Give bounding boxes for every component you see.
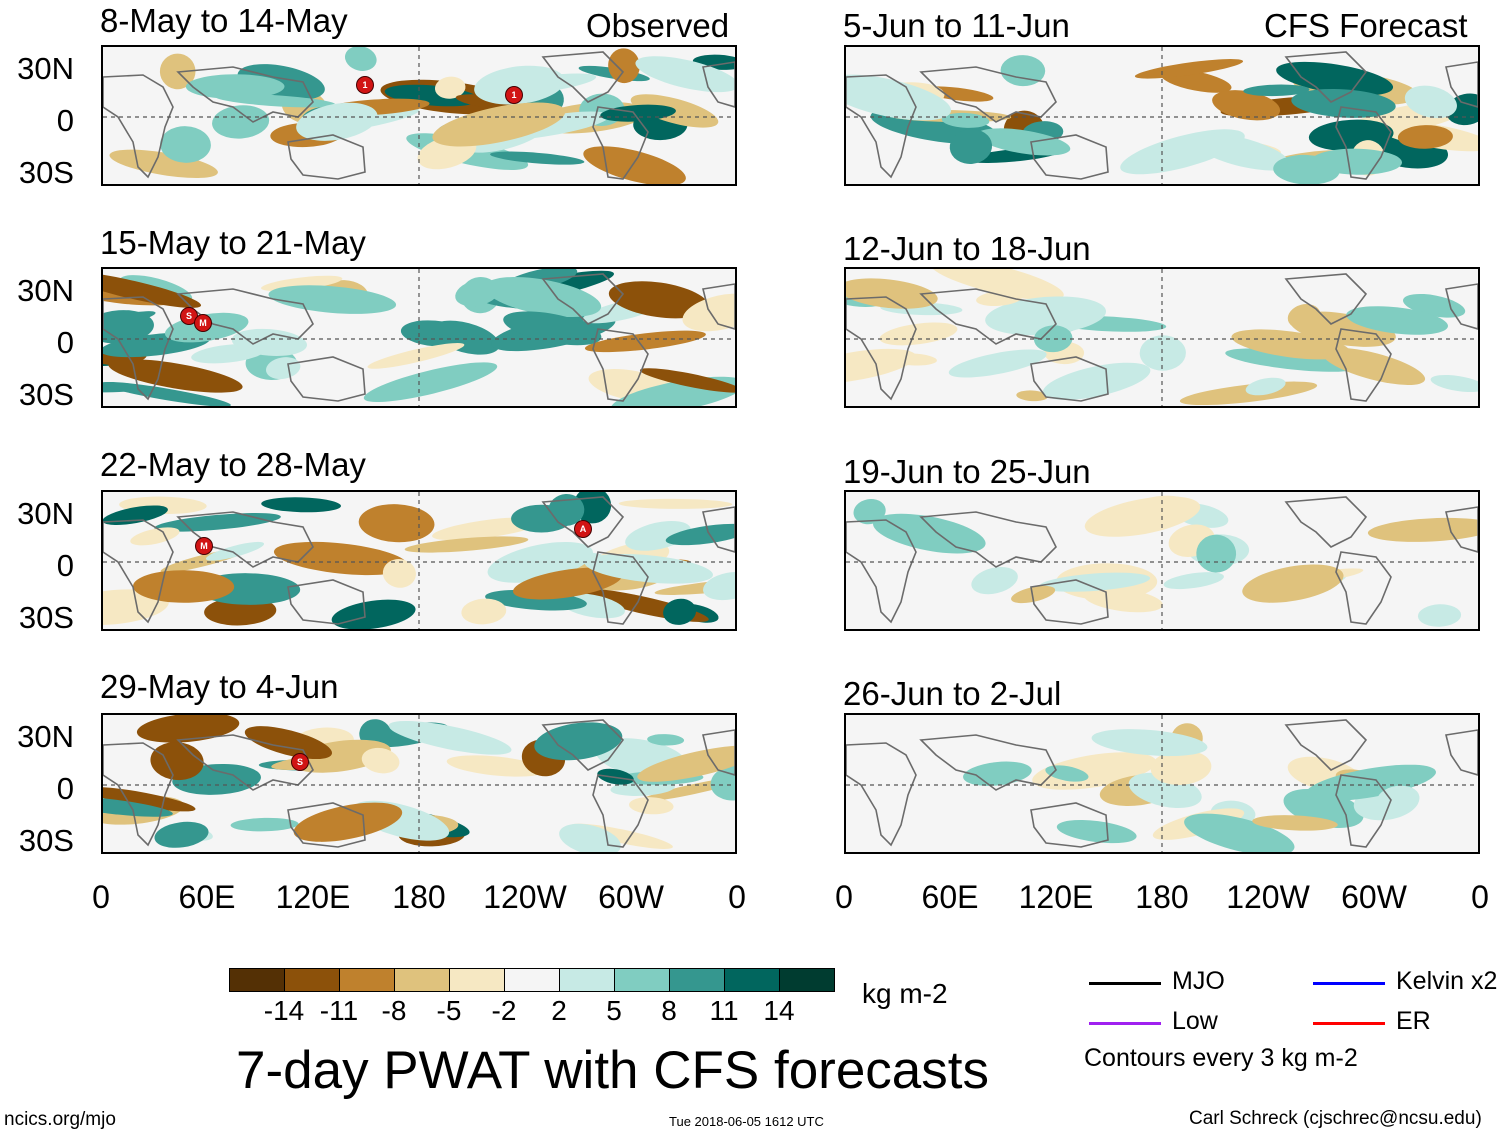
legend-line	[1313, 1022, 1385, 1025]
forecast-map-panel-3	[844, 490, 1480, 631]
x-tick-label: 180	[1135, 879, 1189, 915]
colorbar-swatch	[229, 968, 285, 992]
legend-line	[1313, 982, 1385, 985]
storm-marker: 1	[356, 76, 374, 94]
storm-marker: M	[194, 314, 212, 332]
colorbar-swatch	[449, 968, 505, 992]
colorbar-label: -14	[263, 995, 305, 1026]
x-tick-label: 180	[392, 879, 446, 915]
y-tick-label: 0	[56, 548, 74, 583]
colorbar-swatch	[779, 968, 835, 992]
observed-map-panel-3	[101, 490, 737, 631]
observed-panel-3-title: 22-May to 28-May	[100, 446, 366, 483]
legend-label: MJO	[1172, 967, 1225, 995]
x-tick-label: 60W	[598, 879, 664, 915]
colorbar-label: -2	[491, 995, 517, 1026]
storm-marker: S	[291, 753, 309, 771]
colorbar-swatch	[724, 968, 780, 992]
colorbar-swatch	[339, 968, 395, 992]
x-tick-label: 60E	[178, 879, 236, 915]
x-tick-label: 60E	[921, 879, 979, 915]
colorbar-label: 14	[763, 995, 795, 1026]
legend-label: ER	[1396, 1007, 1431, 1035]
colorbar-units: kg m-2	[862, 978, 948, 1009]
colorbar-label: 11	[709, 995, 739, 1026]
colorbar-swatch	[669, 968, 725, 992]
footer-left: ncics.org/mjo	[4, 1109, 116, 1130]
colorbar-label: 5	[606, 995, 622, 1026]
observed-map-panel-4	[101, 713, 737, 854]
x-tick-label: 120W	[1226, 879, 1310, 915]
colorbar-label: 8	[661, 995, 677, 1026]
contours-note: Contours every 3 kg m-2	[1084, 1044, 1358, 1072]
y-tick-label: 30N	[17, 496, 74, 531]
colorbar-label: -5	[436, 995, 462, 1026]
storm-marker: M	[195, 537, 213, 555]
observed-map-panel-1	[101, 45, 737, 186]
legend-label: Kelvin x2	[1396, 967, 1498, 995]
colorbar-swatch	[394, 968, 450, 992]
observed-panel-2-title: 15-May to 21-May	[100, 224, 366, 261]
y-tick-label: 30S	[18, 823, 74, 858]
colorbar-swatch	[284, 968, 340, 992]
forecast-header: CFS Forecast	[1264, 7, 1468, 44]
x-tick-label: 0	[728, 879, 746, 915]
y-tick-label: 30N	[17, 51, 74, 86]
colorbar-label: -11	[319, 995, 359, 1026]
y-tick-label: 30S	[18, 600, 74, 635]
y-tick-label: 30S	[18, 377, 74, 412]
x-tick-label: 0	[92, 879, 110, 915]
x-tick-label: 60W	[1341, 879, 1407, 915]
x-tick-label: 0	[1471, 879, 1489, 915]
colorbar-label: -8	[381, 995, 407, 1026]
colorbar-swatch	[504, 968, 560, 992]
y-tick-label: 30N	[17, 273, 74, 308]
footer-center: Tue 2018-06-05 1612 UTC	[669, 1114, 824, 1129]
observed-map-panel-2	[101, 267, 737, 408]
forecast-map-panel-2	[844, 267, 1480, 408]
forecast-panel-4-title: 26-Jun to 2-Jul	[843, 675, 1062, 712]
legend-label: Low	[1172, 1007, 1218, 1035]
x-tick-label: 0	[835, 879, 853, 915]
forecast-map-panel-4	[844, 713, 1480, 854]
y-tick-label: 0	[56, 325, 74, 360]
colorbar-swatch	[614, 968, 670, 992]
main-title: 7-day PWAT with CFS forecasts	[236, 1041, 989, 1100]
y-tick-label: 0	[56, 103, 74, 138]
y-tick-label: 30N	[17, 719, 74, 754]
legend-line	[1089, 1022, 1161, 1025]
forecast-panel-2-title: 12-Jun to 18-Jun	[843, 230, 1091, 267]
x-tick-label: 120E	[1018, 879, 1094, 915]
y-tick-label: 30S	[18, 155, 74, 190]
footer-right: Carl Schreck (cjschrec@ncsu.edu)	[1189, 1108, 1482, 1129]
y-tick-label: 0	[56, 771, 74, 806]
forecast-panel-1-title: 5-Jun to 11-Jun	[843, 7, 1070, 44]
x-tick-label: 120W	[483, 879, 567, 915]
storm-marker: 1	[505, 86, 523, 104]
legend-line	[1089, 982, 1161, 985]
observed-header: Observed	[586, 7, 730, 44]
forecast-map-panel-1	[844, 45, 1480, 186]
storm-marker: A	[574, 520, 592, 538]
observed-panel-1-title: 8-May to 14-May	[100, 2, 348, 39]
colorbar-label: 2	[551, 995, 567, 1026]
observed-panel-4-title: 29-May to 4-Jun	[100, 668, 339, 705]
forecast-panel-3-title: 19-Jun to 25-Jun	[843, 453, 1091, 490]
colorbar-swatch	[559, 968, 615, 992]
x-tick-label: 120E	[275, 879, 351, 915]
